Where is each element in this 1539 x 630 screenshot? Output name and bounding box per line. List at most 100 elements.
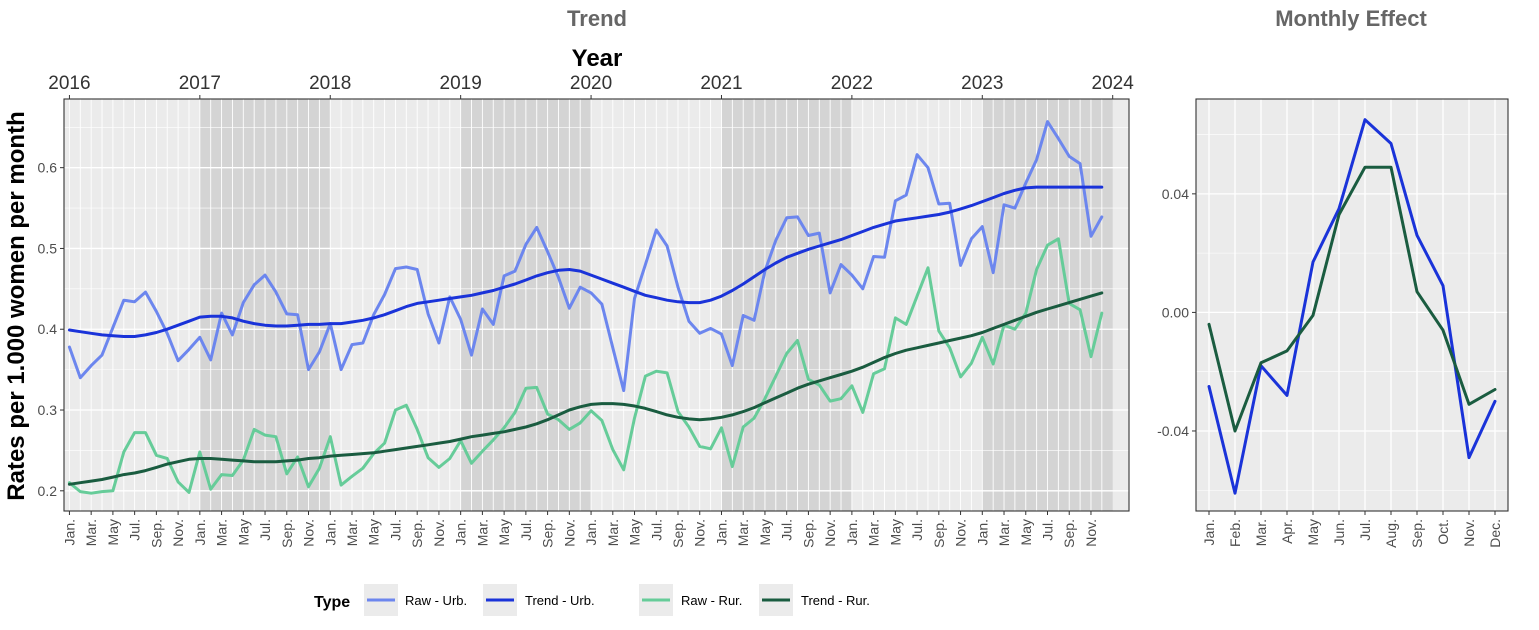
month-tick-label: Sep. — [1061, 519, 1077, 548]
legend-item-raw-urb: Raw - Urb. — [364, 584, 467, 616]
month-tick-label: Nov. — [1083, 519, 1099, 547]
month-tick-label: May — [235, 519, 251, 545]
month-tick-label: Nov. — [170, 519, 186, 547]
monthly-x-tick-label: Aug. — [1383, 519, 1399, 548]
monthly-x-tick-label: Nov. — [1461, 519, 1477, 547]
year-tick-label-2023: 2023 — [961, 73, 1003, 94]
monthly-x-tick-label: Mar. — [1253, 519, 1269, 546]
legend-label-trend-rur: Trend - Rur. — [801, 593, 870, 608]
monthly-y-tick-label: -0.04 — [1157, 423, 1189, 439]
y-axis-title: Rates per 1.000 women per month — [3, 111, 30, 500]
month-tick-label: Mar. — [866, 519, 882, 546]
monthly-x-tick-label: Jan. — [1201, 519, 1217, 545]
trend-month-ticks: Jan. Mar. May Jul. Sep. Nov. Jan. Mar. May Jul. Se… — [61, 511, 1099, 548]
month-tick-label: Mar. — [605, 519, 621, 546]
y-tick-label: 0.3 — [38, 402, 58, 418]
month-tick-label: Nov. — [301, 519, 317, 547]
year-tick-label-2016: 2016 — [48, 73, 90, 94]
month-tick-label: May — [1018, 519, 1034, 545]
trend-year-ticks: 2016 2017 2018 2019 2020 2021 2022 2023 2024 — [48, 73, 1134, 99]
month-tick-label: Sep. — [540, 519, 556, 548]
trend-y-ticks: 0.2 0.3 0.4 0.5 0.6 — [38, 160, 64, 499]
month-tick-label: May — [366, 519, 382, 545]
month-tick-label: Jul. — [127, 519, 143, 541]
month-tick-label: May — [496, 519, 512, 545]
month-tick-label: Sep. — [670, 519, 686, 548]
monthly-x-tick-label: Apr. — [1279, 519, 1295, 544]
month-tick-label: May — [757, 519, 773, 545]
month-tick-label: May — [887, 519, 903, 545]
month-tick-label: Jan. — [844, 519, 860, 545]
monthly-y-tick-label: 0.00 — [1162, 304, 1189, 320]
legend-item-trend-urb: Trend - Urb. — [483, 584, 595, 616]
trend-panel-border — [63, 98, 1130, 512]
month-tick-label: Jan. — [192, 519, 208, 545]
monthly-x-tick-label: Sep. — [1409, 519, 1425, 548]
month-tick-label: Mar. — [735, 519, 751, 546]
month-tick-label: Jul. — [1039, 519, 1055, 541]
month-tick-label: Mar. — [996, 519, 1012, 546]
monthly-y-ticks: -0.04 0.00 0.04 — [1157, 186, 1196, 439]
y-tick-label: 0.4 — [38, 321, 58, 337]
month-tick-label: Jul. — [387, 519, 403, 541]
monthly-series-line-trend-urb — [1207, 118, 1497, 495]
trend-panel: 2016 2017 2018 2019 2020 2021 2022 2023 2024 Jan… — [38, 73, 1135, 548]
month-tick-label: Jul. — [518, 519, 534, 541]
month-tick-label: Nov. — [431, 519, 447, 547]
month-tick-label: Mar. — [474, 519, 490, 546]
monthly-x-tick-label: May — [1305, 519, 1321, 545]
series-line-raw-urb — [67, 120, 1104, 393]
legend-label-raw-rur: Raw - Rur. — [681, 593, 742, 608]
month-tick-label: Nov. — [822, 519, 838, 547]
year-tick-label-2019: 2019 — [440, 73, 482, 94]
monthly-x-tick-label: Jun. — [1331, 519, 1347, 545]
series-line-trend-urb — [67, 185, 1104, 338]
y-tick-label: 0.2 — [38, 483, 58, 499]
year-tick-label-2017: 2017 — [179, 73, 221, 94]
monthly-x-tick-label: Oct. — [1435, 519, 1451, 545]
legend-label-trend-urb: Trend - Urb. — [525, 593, 595, 608]
month-tick-label: May — [627, 519, 643, 545]
year-tick-label-2021: 2021 — [700, 73, 742, 94]
monthly-panel-border — [1195, 98, 1509, 512]
month-tick-label: Sep. — [931, 519, 947, 548]
monthly-panel-title: Monthly Effect — [1275, 6, 1427, 31]
monthly-x-ticks: Jan. Feb. Mar. Apr. May Jun. Jul. Aug. Sep. Oct. N… — [1201, 511, 1503, 548]
year-tick-label-2020: 2020 — [570, 73, 612, 94]
month-tick-label: May — [105, 519, 121, 545]
monthly-panel: Jan. Feb. Mar. Apr. May Jun. Jul. Aug. Sep. Oct. N… — [1157, 98, 1509, 548]
month-tick-label: Nov. — [561, 519, 577, 547]
year-tick-label-2018: 2018 — [309, 73, 351, 94]
year-tick-label-2022: 2022 — [831, 73, 873, 94]
month-tick-label: Nov. — [692, 519, 708, 547]
legend-label-raw-urb: Raw - Urb. — [405, 593, 467, 608]
legend-item-trend-rur: Trend - Rur. — [759, 584, 870, 616]
monthly-series-lines — [1207, 118, 1497, 495]
month-tick-label: Jan. — [61, 519, 77, 545]
legend: Type Raw - Urb. Trend - Urb. Raw - Rur. … — [314, 584, 870, 616]
month-tick-label: Jan. — [453, 519, 469, 545]
y-tick-label: 0.6 — [38, 160, 58, 176]
month-tick-label: Mar. — [214, 519, 230, 546]
month-tick-label: Sep. — [148, 519, 164, 548]
month-tick-label: Jan. — [583, 519, 599, 545]
month-tick-label: Jan. — [713, 519, 729, 545]
month-tick-label: Jul. — [648, 519, 664, 541]
month-tick-label: Sep. — [800, 519, 816, 548]
month-tick-label: Mar. — [344, 519, 360, 546]
monthly-x-tick-label: Jul. — [1357, 519, 1373, 541]
month-tick-label: Nov. — [953, 519, 969, 547]
series-line-raw-rur — [67, 237, 1104, 495]
y-tick-label: 0.5 — [38, 240, 58, 256]
month-tick-label: Sep. — [409, 519, 425, 548]
month-tick-label: Jul. — [909, 519, 925, 541]
trend-gridlines — [64, 99, 1129, 511]
month-tick-label: Jan. — [974, 519, 990, 545]
year-tick-label-2024: 2024 — [1092, 73, 1135, 94]
trend-series-lines — [67, 120, 1104, 495]
monthly-x-tick-label: Feb. — [1227, 519, 1243, 547]
monthly-y-tick-label: 0.04 — [1162, 186, 1189, 202]
month-tick-label: Jul. — [779, 519, 795, 541]
legend-item-raw-rur: Raw - Rur. — [639, 584, 742, 616]
year-axis-title: Year — [572, 45, 623, 72]
